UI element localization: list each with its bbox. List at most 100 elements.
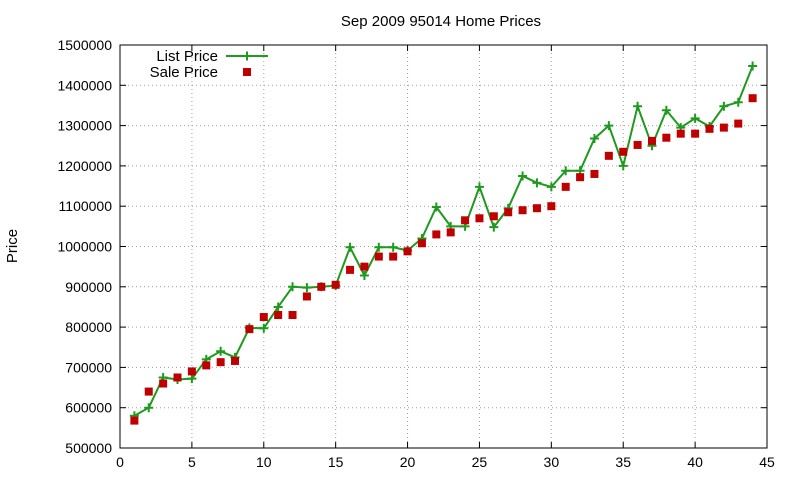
sale-price-point	[647, 136, 656, 145]
list-price-point	[431, 202, 441, 212]
legend-label-list-price: List Price	[156, 48, 218, 65]
list-price-point	[604, 121, 614, 131]
y-tick-label: 900000	[65, 279, 112, 295]
sale-price-point	[604, 151, 613, 160]
list-price-point	[216, 346, 226, 356]
x-tick-label: 5	[188, 454, 196, 470]
sale-price-point	[676, 129, 685, 138]
sale-price-point	[259, 313, 268, 322]
x-tick-label: 30	[544, 454, 560, 470]
sale-price-point	[633, 140, 642, 149]
sale-price-point	[719, 123, 728, 132]
sale-price-point	[461, 216, 470, 225]
chart-title: Sep 2009 95014 Home Prices	[341, 13, 541, 30]
sale-price-point	[518, 206, 527, 215]
list-price-point	[374, 242, 384, 252]
sale-price-point	[202, 361, 211, 370]
list-price-point	[532, 178, 542, 188]
y-tick-label: 1500000	[57, 37, 112, 53]
sale-price-point	[274, 311, 283, 320]
sale-price-point	[662, 133, 671, 142]
sale-price-point	[417, 239, 426, 248]
list-price-point	[288, 282, 298, 292]
x-tick-label: 15	[328, 454, 344, 470]
legend-marker-list-price	[242, 51, 252, 61]
list-price-point	[518, 171, 528, 181]
list-price-point	[690, 113, 700, 123]
sale-price-point	[619, 147, 628, 156]
x-tick-label: 40	[687, 454, 703, 470]
sale-price-point	[331, 280, 340, 289]
sale-price-point	[705, 124, 714, 133]
list-price-point	[733, 97, 743, 107]
list-price-point	[474, 182, 484, 192]
list-price-point	[273, 302, 283, 312]
sale-price-point	[389, 252, 398, 261]
sale-price-point	[590, 169, 599, 178]
sale-price-point	[547, 202, 556, 211]
list-price-point	[661, 105, 671, 115]
x-tick-label: 35	[615, 454, 631, 470]
list-price-point	[546, 182, 556, 192]
x-tick-label: 45	[759, 454, 775, 470]
y-tick-label: 1200000	[57, 158, 112, 174]
sale-price-point	[130, 416, 139, 425]
list-price-point	[561, 166, 571, 176]
legend: List Price Sale Price	[150, 48, 268, 81]
sale-price-point	[576, 173, 585, 182]
y-tick-label: 1000000	[57, 239, 112, 255]
x-tick-label: 25	[472, 454, 488, 470]
legend-label-sale-price: Sale Price	[150, 64, 218, 81]
sale-price-point	[561, 182, 570, 191]
x-tick-label: 20	[400, 454, 416, 470]
list-price-point	[187, 374, 197, 384]
y-axis-label: Price	[4, 229, 21, 263]
sale-price-point	[144, 387, 153, 396]
sale-price-point	[187, 367, 196, 376]
y-tick-label: 1300000	[57, 118, 112, 134]
sale-price-point	[432, 230, 441, 239]
y-tick-label: 1400000	[57, 77, 112, 93]
y-tick-label: 1100000	[59, 198, 113, 214]
x-tick-label: 0	[116, 454, 124, 470]
list-price-point	[633, 101, 643, 111]
sale-price-point	[475, 214, 484, 223]
legend-marker-sale-price	[243, 68, 251, 76]
sale-price-point	[532, 204, 541, 213]
list-price-point	[144, 403, 154, 413]
sale-price-point	[403, 247, 412, 256]
series-1	[130, 94, 757, 425]
sale-price-point	[374, 252, 383, 261]
sale-price-point	[231, 356, 240, 365]
sale-price-point	[317, 282, 326, 291]
sale-price-point	[489, 212, 498, 221]
sale-price-point	[216, 358, 225, 367]
sale-price-point	[302, 292, 311, 301]
sale-price-point	[748, 94, 757, 103]
sale-price-point	[288, 311, 297, 320]
axis-labels: 0 5 10 15 20 25 30 35 40 45 500000 600000 700000 8000…	[57, 37, 775, 470]
list-price-point	[359, 271, 369, 281]
list-price-point	[489, 222, 499, 232]
sale-price-point	[504, 208, 513, 217]
list-price-point	[259, 323, 269, 333]
sale-price-point	[446, 228, 455, 237]
list-price-point	[618, 161, 628, 171]
list-price-point	[719, 101, 729, 111]
list-price-point	[388, 242, 398, 252]
series	[129, 61, 758, 425]
list-price-point	[302, 283, 312, 293]
list-price-point	[748, 61, 758, 71]
sale-price-point	[360, 262, 369, 271]
list-price-point	[345, 242, 355, 252]
y-tick-label: 700000	[65, 359, 112, 375]
plot-frame	[119, 44, 768, 449]
sale-price-point	[691, 129, 700, 138]
y-tick-label: 500000	[65, 440, 112, 456]
list-price-point	[589, 133, 599, 143]
sale-price-point	[346, 265, 355, 274]
y-tick-label: 600000	[65, 400, 112, 416]
